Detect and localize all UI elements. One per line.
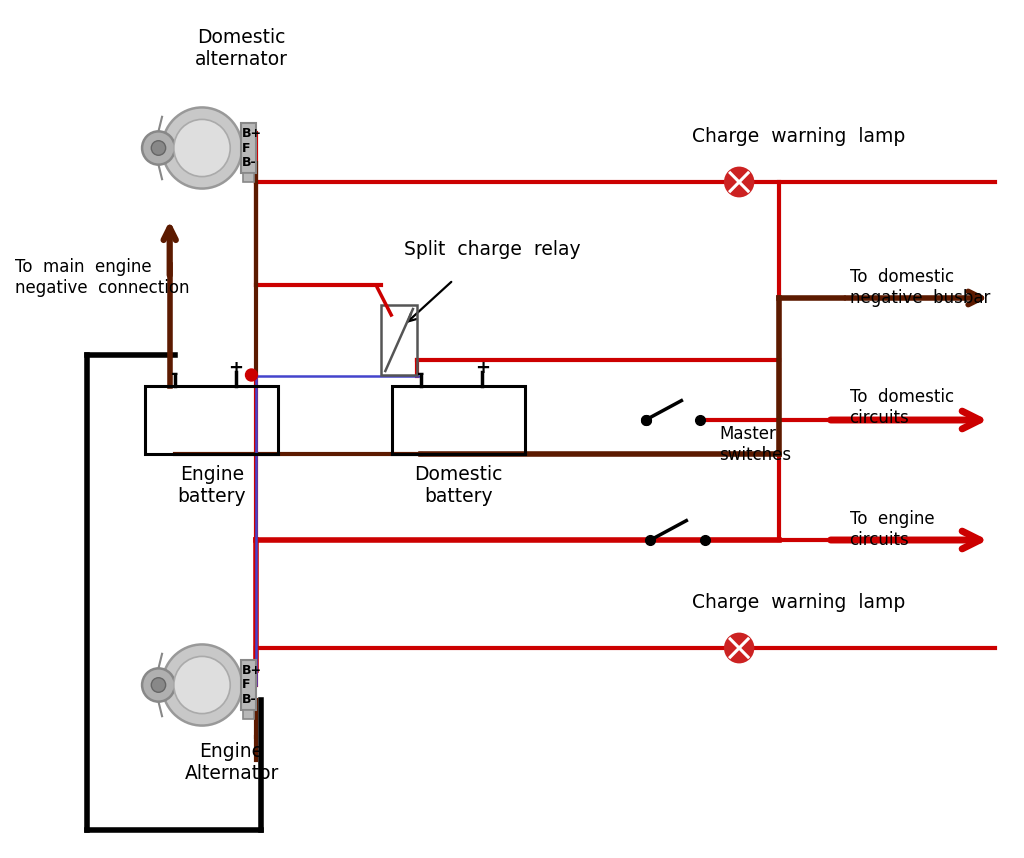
FancyBboxPatch shape xyxy=(244,710,254,719)
Text: Split  charge  relay: Split charge relay xyxy=(404,240,581,259)
Text: To  engine
circuits: To engine circuits xyxy=(850,510,934,549)
Text: To  domestic
negative  busbar: To domestic negative busbar xyxy=(850,268,990,307)
FancyBboxPatch shape xyxy=(244,172,254,182)
Circle shape xyxy=(246,369,257,381)
Text: Charge  warning  lamp: Charge warning lamp xyxy=(691,593,905,612)
Circle shape xyxy=(725,168,753,196)
Text: B-: B- xyxy=(242,156,256,169)
Text: Domestic
battery: Domestic battery xyxy=(414,465,503,506)
Circle shape xyxy=(152,141,166,155)
Text: To  domestic
circuits: To domestic circuits xyxy=(850,388,953,426)
Circle shape xyxy=(142,668,175,702)
Text: -: - xyxy=(417,365,425,383)
Circle shape xyxy=(162,644,242,726)
Circle shape xyxy=(162,107,242,189)
Text: Engine
battery: Engine battery xyxy=(177,465,246,506)
Circle shape xyxy=(174,656,230,714)
FancyBboxPatch shape xyxy=(241,124,256,172)
Text: B+: B+ xyxy=(242,664,262,677)
Text: +: + xyxy=(228,359,244,377)
Text: Master
switches: Master switches xyxy=(720,425,792,464)
Text: Domestic
alternator: Domestic alternator xyxy=(195,28,288,69)
FancyBboxPatch shape xyxy=(241,661,256,710)
Text: F: F xyxy=(242,142,250,154)
Circle shape xyxy=(174,119,230,177)
Text: -: - xyxy=(171,365,178,383)
Text: Engine
Alternator: Engine Alternator xyxy=(184,742,279,783)
Text: To  main  engine
negative  connection: To main engine negative connection xyxy=(14,258,189,297)
Circle shape xyxy=(152,678,166,692)
Text: +: + xyxy=(475,359,489,377)
Text: F: F xyxy=(242,679,250,692)
Circle shape xyxy=(142,131,175,165)
Text: B+: B+ xyxy=(242,127,262,140)
Circle shape xyxy=(725,634,753,662)
Text: Charge  warning  lamp: Charge warning lamp xyxy=(691,127,905,146)
Text: B-: B- xyxy=(242,693,256,706)
